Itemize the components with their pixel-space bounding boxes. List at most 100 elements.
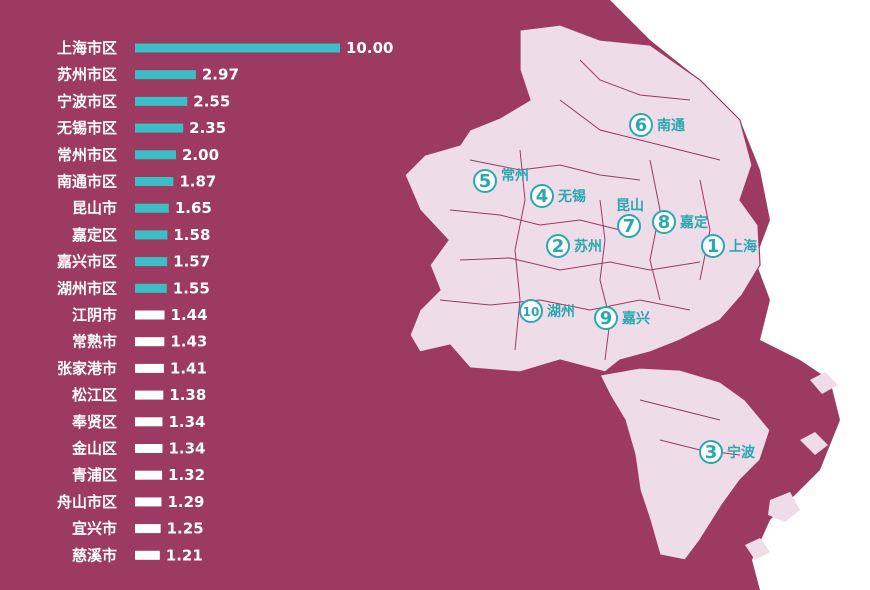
marker-number: 9 <box>600 308 613 329</box>
bar-value-label: 1.41 <box>170 359 207 377</box>
bar <box>135 230 168 240</box>
bar <box>135 257 168 267</box>
marker-number: 8 <box>658 212 671 233</box>
bar <box>135 203 169 213</box>
city-marker: 5 常州 <box>473 167 529 193</box>
bar <box>135 550 160 560</box>
bar <box>135 70 196 80</box>
bar <box>135 310 165 320</box>
bar-category-label: 无锡市区 <box>56 119 117 137</box>
mainland-shape <box>404 24 761 373</box>
bar-value-label: 2.00 <box>182 146 219 164</box>
island-3 <box>745 538 770 560</box>
bar <box>135 444 163 453</box>
marker-name: 无锡 <box>557 188 586 205</box>
bar-category-label: 松江区 <box>72 386 117 404</box>
marker-number: 6 <box>635 115 648 136</box>
bar-value-label: 1.43 <box>170 333 207 351</box>
marker-number: 2 <box>552 236 565 257</box>
bar-category-label: 张家港市 <box>57 359 117 377</box>
marker-name: 上海 <box>729 238 757 255</box>
bar-category-label: 苏州市区 <box>57 66 117 84</box>
marker-name: 昆山 <box>616 198 644 214</box>
bar <box>135 417 163 427</box>
bar-value-label: 10.00 <box>346 39 393 57</box>
bar-value-label: 1.25 <box>167 520 204 538</box>
marker-name: 宁波 <box>727 444 756 461</box>
bar-category-label: 嘉定区 <box>71 226 117 244</box>
marker-number: 7 <box>623 216 636 237</box>
bar-category-label: 上海市区 <box>57 39 117 57</box>
marker-number: 10 <box>523 305 540 319</box>
sea-area <box>610 0 870 590</box>
bar <box>135 150 176 160</box>
bar-value-label: 1.38 <box>169 386 206 404</box>
marker-name: 南通 <box>657 117 685 134</box>
marker-name: 苏州 <box>574 238 602 255</box>
bars-group: 上海市区 10.00 苏州市区 2.97 宁波市区 2.55 无锡市区 2.35 常州市区 2.0… <box>56 39 393 564</box>
bar-category-label: 南通市区 <box>57 173 117 191</box>
bar <box>135 283 167 293</box>
bar <box>135 123 184 133</box>
island-1 <box>768 492 800 522</box>
bar-category-label: 奉贤区 <box>71 413 117 431</box>
city-marker: 8 嘉定 <box>652 210 708 234</box>
city-marker: 2 苏州 <box>546 234 602 258</box>
bar-value-label: 1.44 <box>171 306 208 324</box>
bar-category-label: 常熟市 <box>72 333 117 351</box>
bar-value-label: 1.65 <box>175 199 212 217</box>
marker-number: 5 <box>479 171 492 192</box>
bar-category-label: 舟山市区 <box>57 493 117 511</box>
ningbo-shape <box>599 367 771 561</box>
bar <box>135 96 188 106</box>
marker-name: 嘉定 <box>679 214 708 231</box>
bar-value-label: 2.55 <box>193 92 230 110</box>
bar <box>135 337 165 347</box>
island-2 <box>800 432 828 455</box>
bar-category-label: 金山区 <box>71 440 117 458</box>
city-marker: 4 无锡 <box>530 184 586 208</box>
bar-value-label: 2.97 <box>202 66 239 84</box>
bar-category-label: 宜兴市 <box>72 520 117 538</box>
bar <box>135 390 164 400</box>
bar-value-label: 1.34 <box>168 440 205 458</box>
bar-value-label: 1.55 <box>173 279 210 297</box>
bar-category-label: 常州市区 <box>57 146 117 164</box>
bar-value-label: 1.21 <box>166 546 203 564</box>
marker-number: 4 <box>536 186 549 207</box>
bar-category-label: 嘉兴市区 <box>56 253 117 271</box>
bar <box>135 524 161 534</box>
bar-category-label: 青浦区 <box>72 466 117 484</box>
marker-number: 1 <box>707 236 720 257</box>
bar <box>135 470 163 480</box>
marker-name: 嘉兴 <box>621 310 650 327</box>
bar <box>135 497 162 507</box>
city-marker: 10 湖州 <box>519 299 575 323</box>
marker-name: 常州 <box>501 167 529 184</box>
bar <box>135 363 164 373</box>
city-marker: 1 上海 <box>701 234 757 258</box>
bar-value-label: 1.57 <box>173 253 210 271</box>
bar-category-label: 慈溪市 <box>72 546 117 564</box>
bar-value-label: 1.32 <box>168 466 205 484</box>
marker-name: 湖州 <box>547 304 575 320</box>
bar-category-label: 江阴市 <box>72 306 117 324</box>
bar-value-label: 1.34 <box>168 413 205 431</box>
bar-category-label: 昆山市 <box>72 199 117 217</box>
bar-category-label: 宁波市区 <box>57 92 117 110</box>
bar <box>135 43 340 53</box>
bar-value-label: 1.29 <box>167 493 204 511</box>
city-marker: 7 昆山 <box>616 198 644 238</box>
marker-number: 3 <box>705 442 718 463</box>
bar-value-label: 1.87 <box>179 173 216 191</box>
city-marker: 6 南通 <box>629 113 685 137</box>
bar <box>135 177 174 186</box>
bar-value-label: 2.35 <box>189 119 226 137</box>
city-marker: 9 嘉兴 <box>594 306 650 330</box>
bar-value-label: 1.58 <box>173 226 210 244</box>
island-4 <box>810 372 838 394</box>
district-borders <box>439 59 741 456</box>
bar-category-label: 湖州市区 <box>57 279 117 297</box>
